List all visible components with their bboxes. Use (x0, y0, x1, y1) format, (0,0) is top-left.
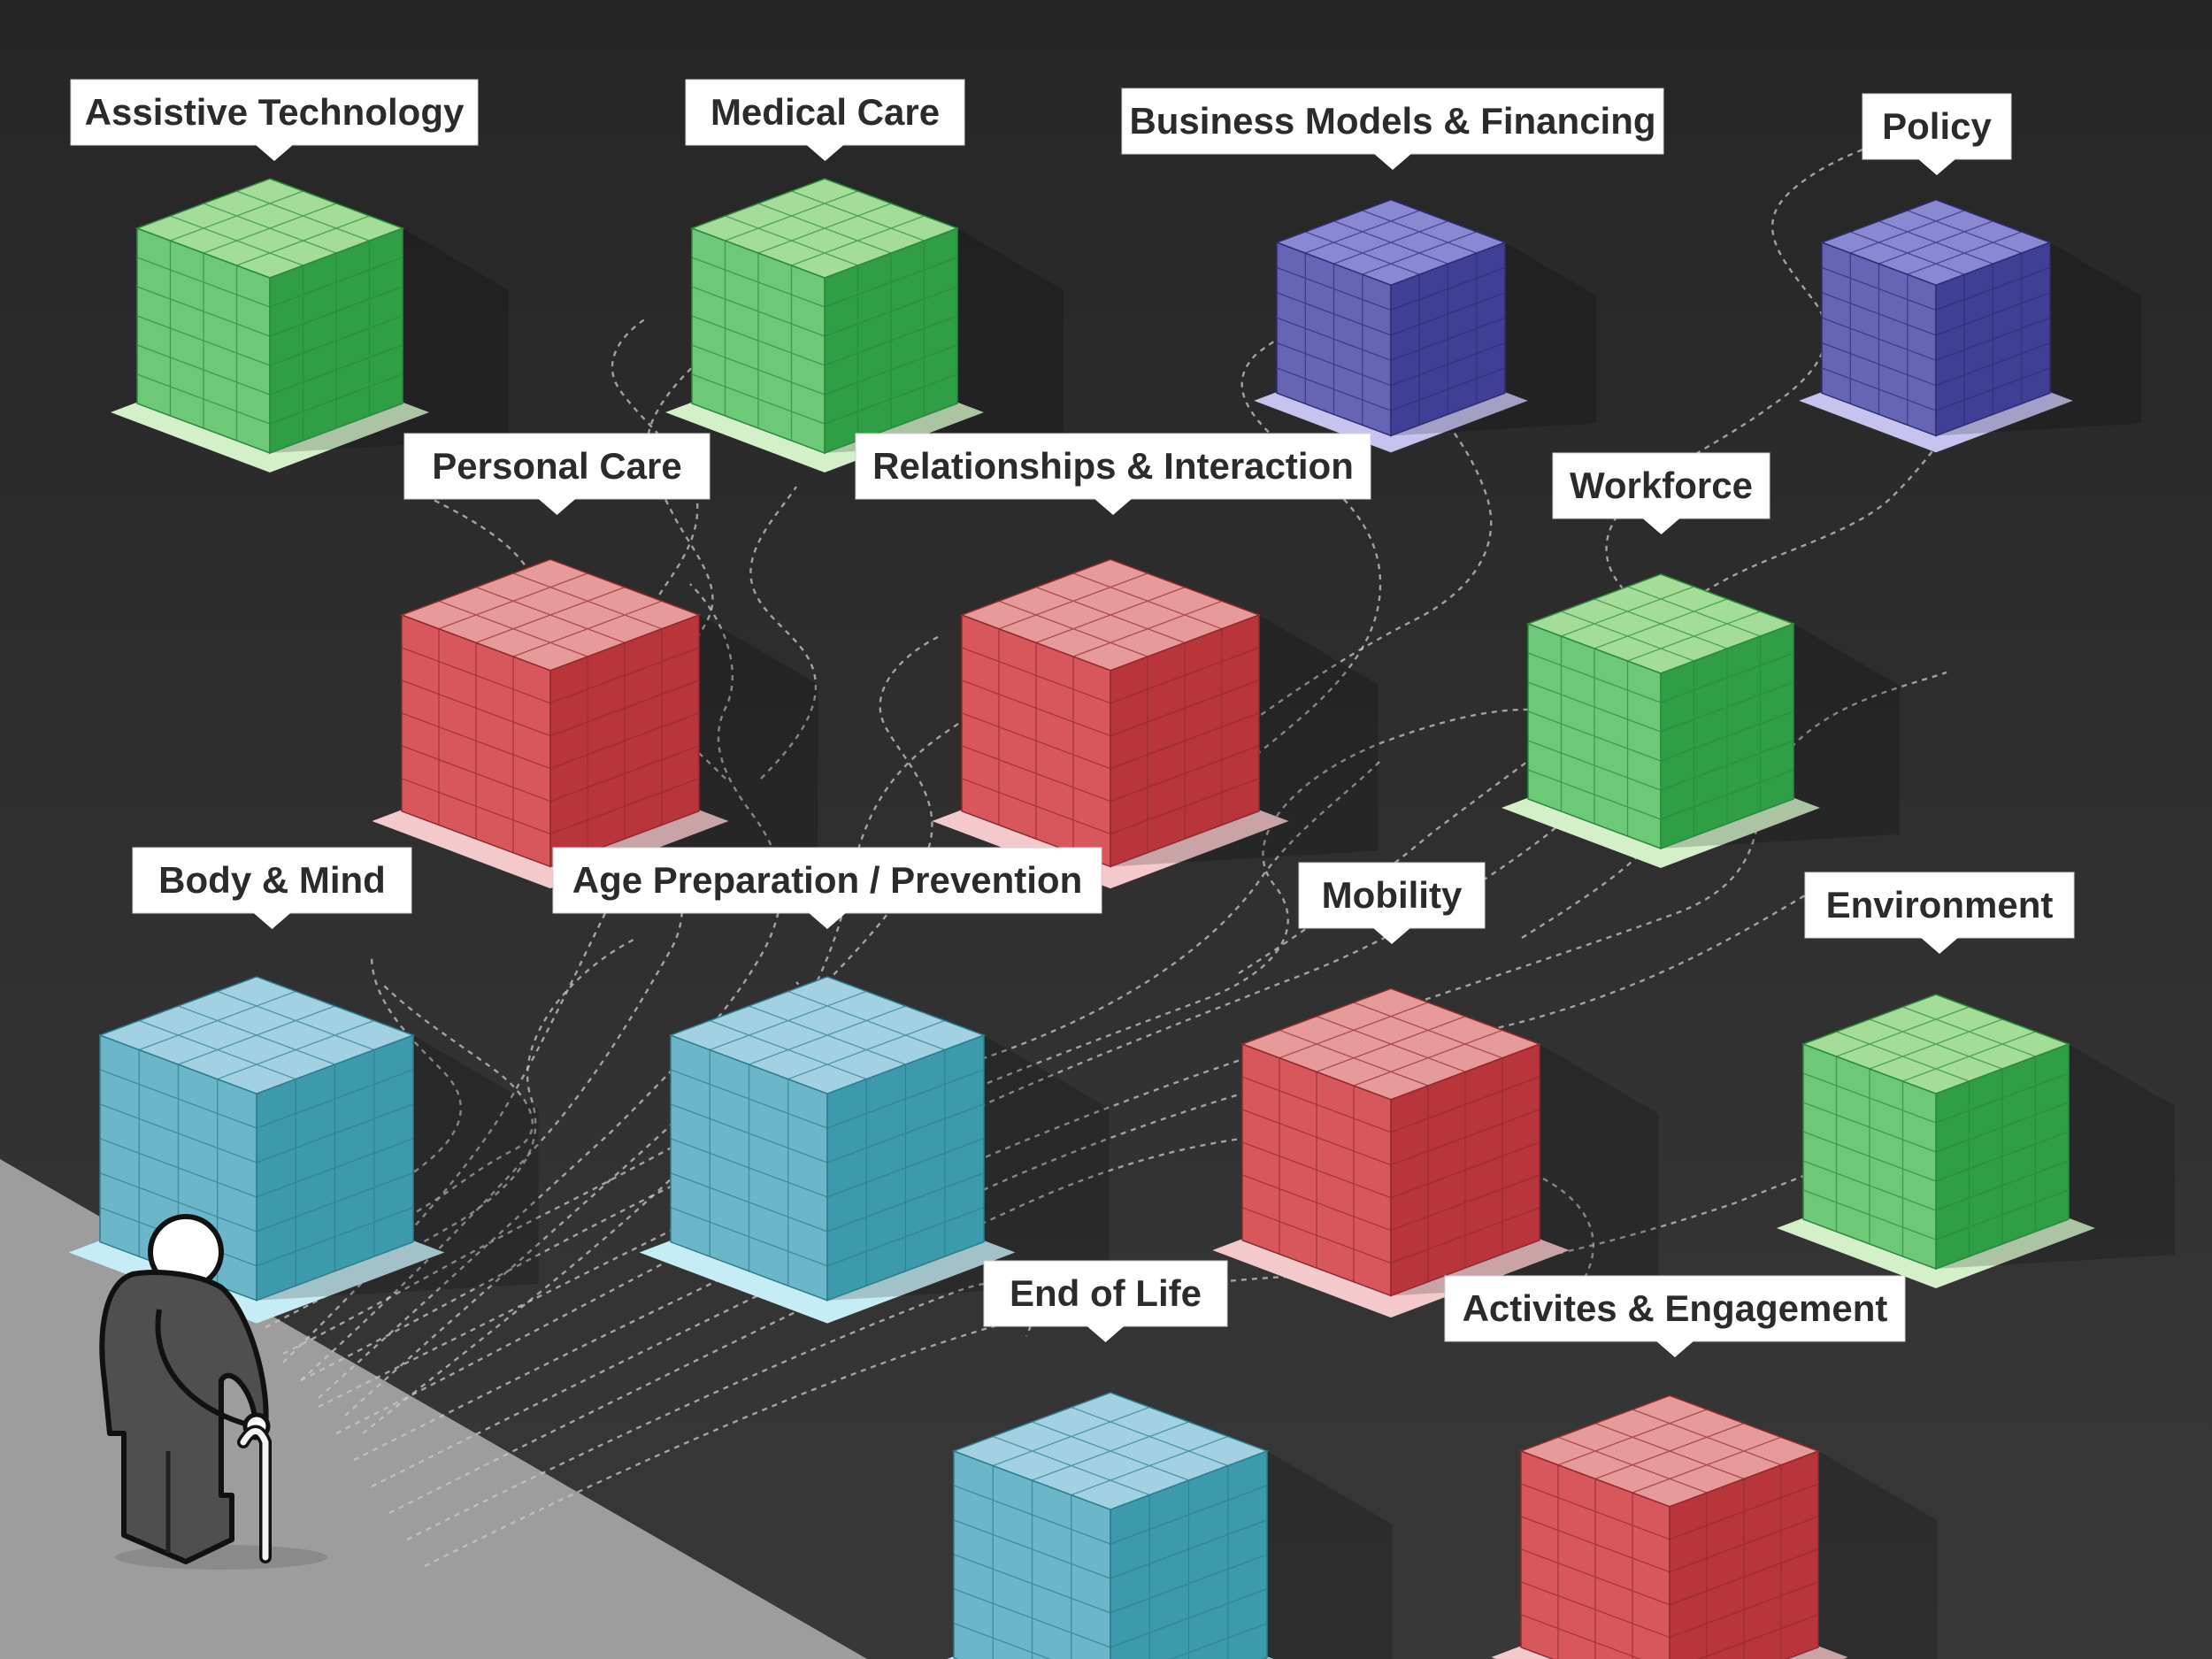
label-pointer (252, 912, 292, 929)
label-text: Environment (1826, 884, 2054, 926)
label-text: Relationships & Interaction (872, 445, 1354, 487)
dotted-path (344, 635, 939, 1417)
business-models-financing-block (1254, 199, 1597, 453)
activites-engagement-label: Activites & Engagement (1444, 1275, 1906, 1357)
dotted-path (388, 1131, 1595, 1515)
block-grid (1276, 210, 1506, 426)
label-pointer (1917, 158, 1956, 175)
block-grid (1821, 210, 2051, 426)
workforce-label: Workforce (1552, 452, 1770, 534)
dotted-path (335, 654, 1625, 1435)
body-mind-label: Body & Mind (132, 847, 412, 929)
medical-care-label: Medical Care (685, 79, 965, 161)
label-text: Assistive Technology (85, 91, 465, 133)
label-pointer (255, 144, 294, 161)
elderly-person-with-cane-icon (99, 1214, 327, 1570)
dotted-path (424, 1123, 1903, 1568)
block-grid (691, 190, 958, 441)
label-box (1121, 88, 1664, 155)
policy-label: Policy (1862, 93, 2012, 175)
block-grid (401, 572, 700, 853)
relationships-interaction-label: Relationships & Interaction (855, 433, 1371, 515)
label-pointer (808, 912, 847, 929)
block-grid (1241, 1002, 1540, 1282)
block-grid (670, 990, 985, 1286)
label-box (552, 847, 1102, 914)
label-text: Personal Care (432, 445, 681, 487)
workforce-block (1502, 573, 1900, 868)
label-box (1298, 862, 1486, 929)
assistive-technology-block (111, 178, 509, 472)
label-box (1552, 452, 1770, 519)
label-box (1862, 93, 2012, 160)
label-box (855, 433, 1371, 500)
label-pointer (1920, 937, 1959, 954)
block-grid (99, 990, 414, 1286)
block-grid (1527, 586, 1794, 836)
environment-block (1777, 994, 2175, 1288)
label-text: Policy (1882, 105, 1992, 147)
relationships-interaction-block (932, 558, 1379, 889)
label-text: Business Models & Financing (1129, 100, 1655, 142)
age-preparation-prevention-label: Age Preparation / Prevention (552, 847, 1102, 929)
block-grid (1802, 1006, 2070, 1256)
label-pointer (1655, 1340, 1694, 1357)
block-grid (136, 190, 403, 441)
label-pointer (1094, 498, 1133, 515)
dotted-path (318, 708, 1576, 1409)
dotted-path (406, 1281, 1034, 1541)
label-pointer (1086, 1325, 1125, 1342)
label-text: Medical Care (710, 91, 940, 133)
label-text: Workforce (1570, 465, 1753, 506)
activites-engagement-block (1491, 1394, 1938, 1659)
personal-care-label: Personal Care (403, 433, 710, 515)
label-pointer (1372, 927, 1411, 944)
mobility-label: Mobility (1298, 862, 1486, 944)
personal-care-block (372, 558, 818, 889)
block-grid (961, 572, 1260, 853)
dotted-path (318, 583, 782, 1399)
mobility-block (1212, 987, 1659, 1318)
label-text: Age Preparation / Prevention (572, 859, 1082, 901)
end-of-life-block (947, 1392, 1393, 1659)
label-box (403, 433, 710, 500)
end-of-life-label: End of Life (983, 1260, 1228, 1342)
label-pointer (1373, 153, 1412, 170)
block-grid (1520, 1409, 1819, 1659)
label-pointer (537, 498, 577, 515)
category-blocks: Assistive Technology Medical Care Business… (68, 79, 2175, 1659)
age-preparation-prevention-block (639, 976, 1110, 1324)
dotted-path (749, 486, 818, 780)
label-pointer (805, 144, 845, 161)
label-text: End of Life (1010, 1272, 1202, 1314)
label-pointer (1641, 518, 1681, 534)
label-box (685, 79, 965, 146)
policy-block (1799, 199, 2142, 453)
label-text: Body & Mind (158, 859, 386, 901)
block-grid (953, 1406, 1268, 1659)
environment-label: Environment (1804, 872, 2075, 954)
assistive-technology-label: Assistive Technology (70, 79, 479, 161)
label-box (132, 847, 412, 914)
label-box (983, 1260, 1228, 1327)
business-models-financing-label: Business Models & Financing (1121, 88, 1664, 170)
dotted-path (265, 955, 463, 1275)
label-text: Activites & Engagement (1463, 1287, 1888, 1329)
medical-care-block (665, 178, 1064, 472)
label-text: Mobility (1322, 874, 1463, 916)
